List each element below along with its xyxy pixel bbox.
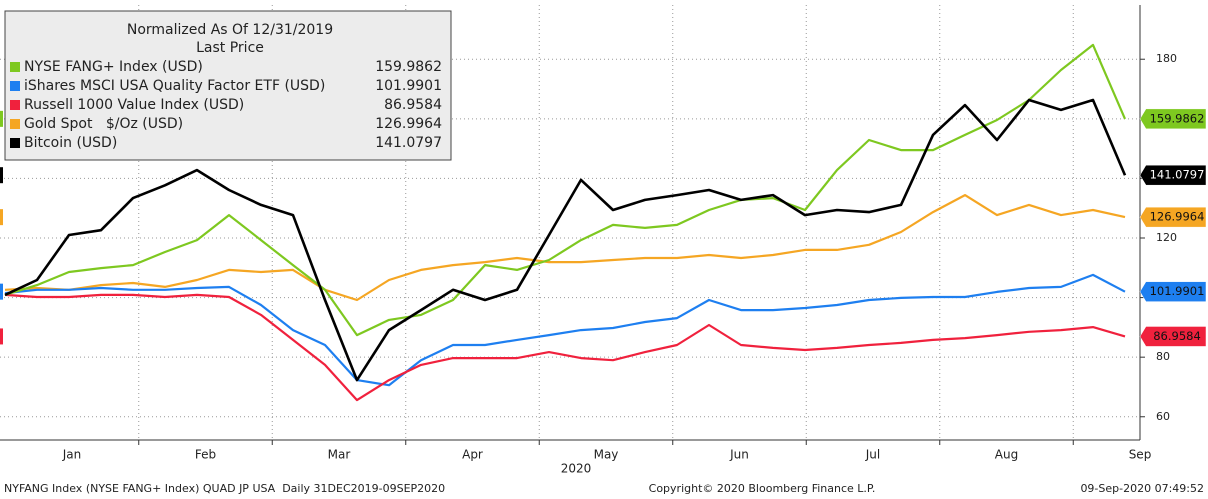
axis-marker xyxy=(0,328,3,345)
legend-swatch xyxy=(10,62,20,72)
y-tick-label: 60 xyxy=(1156,410,1170,423)
series-line xyxy=(4,43,1127,337)
last-price-label: 101.9901 xyxy=(1150,284,1205,298)
legend-label: Russell 1000 Value Index (USD) xyxy=(24,97,244,113)
footer-right: 09-Sep-2020 07:49:52 xyxy=(1080,482,1204,495)
axis-marker xyxy=(0,209,3,226)
last-price-tag xyxy=(1139,326,1207,347)
last-price-tag xyxy=(1139,108,1207,130)
last-price-label: 86.9584 xyxy=(1153,329,1201,343)
x-tick-label: Jun xyxy=(729,448,749,462)
axis-marker xyxy=(0,110,3,127)
legend-value: 86.9584 xyxy=(384,97,442,113)
legend-value: 126.9964 xyxy=(375,116,442,132)
y-tick-label: 80 xyxy=(1156,350,1170,363)
series-line xyxy=(4,98,1127,382)
legend-box xyxy=(4,10,452,161)
legend-title: Normalized As Of 12/31/2019 xyxy=(127,22,333,38)
legend-subtitle: Last Price xyxy=(196,40,264,56)
y-tick-label: 120 xyxy=(1156,231,1177,244)
x-tick-label: Apr xyxy=(462,448,483,462)
x-tick-label: Sep xyxy=(1129,448,1152,462)
footer-left: NYFANG Index (NYSE FANG+ Index) QUAD JP … xyxy=(4,482,445,495)
x-tick-label: Jul xyxy=(865,448,880,462)
last-price-tag xyxy=(1139,206,1207,228)
x-axis-label: 2020 xyxy=(561,462,592,476)
last-price-label: 126.9964 xyxy=(1150,210,1205,224)
x-tick-label: Mar xyxy=(328,448,351,462)
x-tick-label: Jan xyxy=(62,448,82,462)
x-tick-label: Feb xyxy=(195,448,216,462)
last-price-tag xyxy=(1139,281,1207,302)
last-price-label: 141.0797 xyxy=(1150,168,1205,182)
legend-value: 101.9901 xyxy=(375,78,442,94)
legend-value: 141.0797 xyxy=(375,135,442,151)
y-tick-label: 180 xyxy=(1156,52,1177,65)
axis-marker xyxy=(0,167,3,184)
legend-value: 159.9862 xyxy=(375,59,442,75)
series-line xyxy=(4,293,1126,402)
legend-label: iShares MSCI USA Quality Factor ETF (USD… xyxy=(24,78,325,94)
legend-swatch xyxy=(10,81,20,91)
legend-label: Bitcoin (USD) xyxy=(24,135,117,151)
series-line xyxy=(4,194,1126,302)
x-tick-label: May xyxy=(594,448,619,462)
last-price-tag xyxy=(1139,164,1207,186)
legend-swatch xyxy=(10,119,20,129)
legend-label: NYSE FANG+ Index (USD) xyxy=(24,59,203,75)
footer-center: Copyright© 2020 Bloomberg Finance L.P. xyxy=(649,482,876,495)
legend-swatch xyxy=(10,138,20,148)
last-price-label: 159.9862 xyxy=(1150,111,1205,125)
series-line xyxy=(4,273,1126,387)
x-tick-label: Aug xyxy=(995,448,1018,462)
legend-label: Gold Spot $/Oz (USD) xyxy=(24,116,183,132)
axis-marker xyxy=(0,283,3,300)
legend-swatch xyxy=(10,100,20,110)
